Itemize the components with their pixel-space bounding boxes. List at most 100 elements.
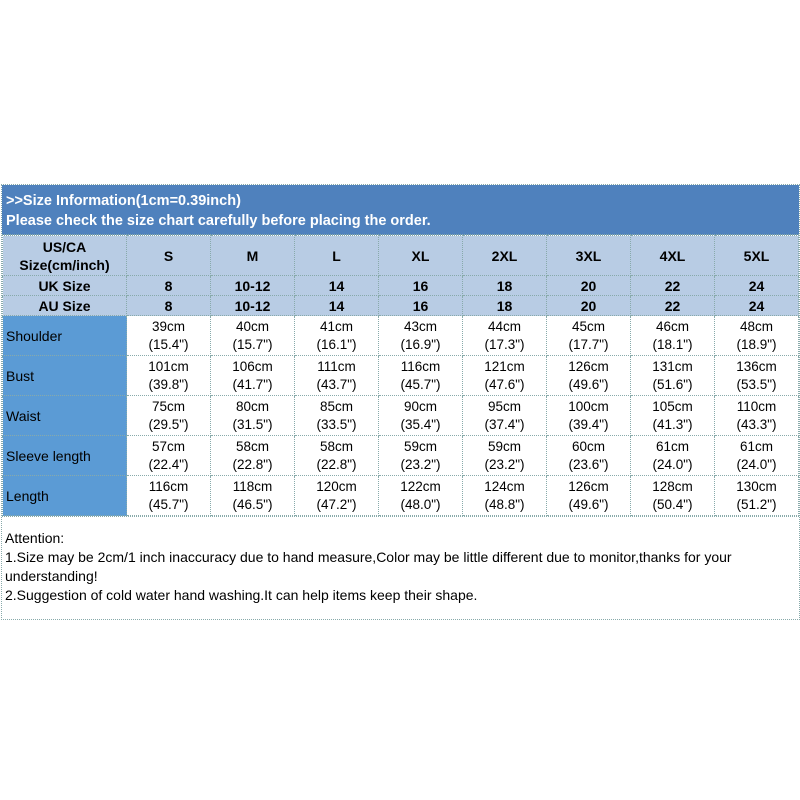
inch-value: (16.9") bbox=[400, 336, 441, 352]
measurement-cell: 60cm (23.6") bbox=[546, 435, 631, 476]
measurement-cell: 126cm (49.6") bbox=[546, 475, 631, 516]
size-chart: >>Size Information(1cm=0.39inch) Please … bbox=[1, 184, 800, 620]
inch-value: (23.2") bbox=[400, 456, 441, 472]
inch-value: (24.0") bbox=[652, 456, 693, 472]
size-cell: L bbox=[294, 235, 379, 276]
size-cell: 16 bbox=[378, 295, 463, 316]
cm-value: 116cm bbox=[148, 478, 189, 494]
inch-value: (22.8") bbox=[316, 456, 357, 472]
row-label: US/CA Size(cm/inch) bbox=[2, 235, 127, 276]
measurement-cell: 110cm (43.3") bbox=[714, 395, 799, 436]
size-cell: 8 bbox=[126, 295, 211, 316]
measurement-cell: 59cm (23.2") bbox=[462, 435, 547, 476]
size-cell: 16 bbox=[378, 275, 463, 296]
measurement-cell: 43cm (16.9") bbox=[378, 315, 463, 356]
inch-value: (50.4") bbox=[652, 496, 693, 512]
measurement-cell: 40cm (15.7") bbox=[210, 315, 295, 356]
size-cell: M bbox=[210, 235, 295, 276]
cm-value: 59cm bbox=[403, 438, 437, 454]
cm-value: 122cm bbox=[400, 478, 441, 494]
cm-value: 40cm bbox=[235, 318, 269, 334]
cm-value: 116cm bbox=[400, 358, 441, 374]
inch-value: (23.6") bbox=[568, 456, 609, 472]
cm-value: 105cm bbox=[652, 398, 693, 414]
cm-value: 121cm bbox=[484, 358, 525, 374]
measurement-cell: 124cm (48.8") bbox=[462, 475, 547, 516]
cm-value: 118cm bbox=[232, 478, 273, 494]
inch-value: (51.2") bbox=[736, 496, 777, 512]
cm-value: 130cm bbox=[736, 478, 777, 494]
cm-value: 136cm bbox=[736, 358, 777, 374]
note-item: 1.Size may be 2cm/1 inch inaccuracy due … bbox=[5, 549, 732, 584]
size-cell: XL bbox=[378, 235, 463, 276]
size-cell: 18 bbox=[462, 275, 547, 296]
cm-value: 131cm bbox=[652, 358, 693, 374]
cm-value: 59cm bbox=[487, 438, 521, 454]
row-label: Length bbox=[2, 475, 127, 516]
inch-value: (43.7") bbox=[316, 376, 357, 392]
inch-value: (46.5") bbox=[232, 496, 273, 512]
measurement-row: Waist 75cm (29.5") 80cm (31.5") 85cm (33.5") 90… bbox=[2, 395, 799, 436]
measurement-cell: 46cm (18.1") bbox=[630, 315, 715, 356]
size-cell: 22 bbox=[630, 275, 715, 296]
measurement-cell: 126cm (49.6") bbox=[546, 355, 631, 396]
size-cell: 14 bbox=[294, 275, 379, 296]
inch-value: (18.1") bbox=[652, 336, 693, 352]
measurement-cell: 120cm (47.2") bbox=[294, 475, 379, 516]
size-cell: 10-12 bbox=[210, 295, 295, 316]
cm-value: 90cm bbox=[403, 398, 437, 414]
inch-value: (31.5") bbox=[232, 416, 273, 432]
measurement-cell: 128cm (50.4") bbox=[630, 475, 715, 516]
cm-value: 61cm bbox=[655, 438, 689, 454]
size-cell: 4XL bbox=[630, 235, 715, 276]
measurement-cell: 95cm (37.4") bbox=[462, 395, 547, 436]
size-cell: 24 bbox=[714, 295, 799, 316]
size-cell: 22 bbox=[630, 295, 715, 316]
cm-value: 124cm bbox=[484, 478, 525, 494]
measurement-cell: 59cm (23.2") bbox=[378, 435, 463, 476]
cm-value: 39cm bbox=[151, 318, 185, 334]
measurement-cell: 105cm (41.3") bbox=[630, 395, 715, 436]
size-cell: 5XL bbox=[714, 235, 799, 276]
cm-value: 101cm bbox=[148, 358, 189, 374]
inch-value: (45.7") bbox=[148, 496, 189, 512]
row-label: Waist bbox=[2, 395, 127, 436]
inch-value: (48.0") bbox=[400, 496, 441, 512]
cm-value: 110cm bbox=[736, 398, 777, 414]
cm-value: 128cm bbox=[652, 478, 693, 494]
cm-value: 41cm bbox=[319, 318, 353, 334]
inch-value: (29.5") bbox=[148, 416, 189, 432]
size-cell: 8 bbox=[126, 275, 211, 296]
measurement-row: Bust 101cm (39.8") 106cm (41.7") 111cm (43.7")… bbox=[2, 355, 799, 396]
size-row: US/CA Size(cm/inch) S M L XL 2XL 3XL 4XL 5XL bbox=[2, 235, 799, 276]
cm-value: 60cm bbox=[571, 438, 605, 454]
measurement-cell: 121cm (47.6") bbox=[462, 355, 547, 396]
size-row: UK Size 8 10-12 14 16 18 20 22 24 bbox=[2, 275, 799, 296]
measurement-cell: 118cm (46.5") bbox=[210, 475, 295, 516]
inch-value: (24.0") bbox=[736, 456, 777, 472]
measurement-cell: 75cm (29.5") bbox=[126, 395, 211, 436]
cm-value: 58cm bbox=[235, 438, 269, 454]
measurement-cell: 130cm (51.2") bbox=[714, 475, 799, 516]
measurement-cell: 106cm (41.7") bbox=[210, 355, 295, 396]
inch-value: (15.7") bbox=[232, 336, 273, 352]
row-label: UK Size bbox=[2, 275, 127, 296]
cm-value: 111cm bbox=[317, 358, 356, 374]
inch-value: (22.4") bbox=[148, 456, 189, 472]
cm-value: 61cm bbox=[739, 438, 773, 454]
size-cell: 18 bbox=[462, 295, 547, 316]
cm-value: 75cm bbox=[151, 398, 185, 414]
measurement-cell: 111cm (43.7") bbox=[294, 355, 379, 396]
measurement-cell: 61cm (24.0") bbox=[630, 435, 715, 476]
cm-value: 44cm bbox=[487, 318, 521, 334]
inch-value: (43.3") bbox=[736, 416, 777, 432]
inch-value: (41.3") bbox=[652, 416, 693, 432]
cm-value: 57cm bbox=[151, 438, 185, 454]
measurement-cell: 100cm (39.4") bbox=[546, 395, 631, 436]
measurement-cell: 61cm (24.0") bbox=[714, 435, 799, 476]
size-table: US/CA Size(cm/inch) S M L XL 2XL 3XL 4XL 5XL UK S… bbox=[2, 235, 799, 516]
inch-value: (47.6") bbox=[484, 376, 525, 392]
inch-value: (35.4") bbox=[400, 416, 441, 432]
measurement-cell: 101cm (39.8") bbox=[126, 355, 211, 396]
inch-value: (37.4") bbox=[484, 416, 525, 432]
